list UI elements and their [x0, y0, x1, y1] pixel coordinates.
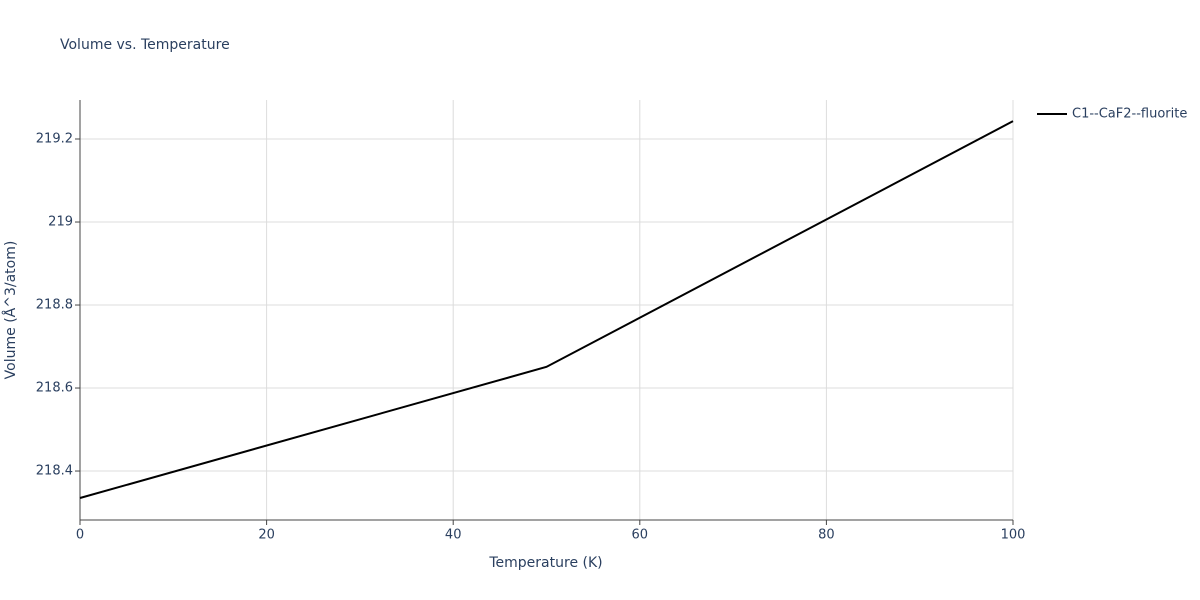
y-axis-label: Volume (Å^3/atom) — [2, 241, 19, 380]
y-tick-label: 218.6 — [36, 381, 73, 396]
x-tick-label: 80 — [818, 528, 835, 543]
y-tick-label: 218.4 — [36, 464, 73, 479]
x-tick-label: 100 — [1001, 528, 1026, 543]
y-tick-label: 219 — [48, 215, 73, 230]
y-tick-label: 218.8 — [36, 298, 73, 313]
data-line — [79, 120, 1014, 499]
legend-label: C1--CaF2--fluorite — [1072, 107, 1187, 122]
x-tick-label: 60 — [632, 528, 649, 543]
x-tick-label: 20 — [258, 528, 275, 543]
x-tick-label: 0 — [76, 528, 84, 543]
x-tick-label: 40 — [445, 528, 462, 543]
y-tick-label: 219.2 — [36, 132, 73, 147]
x-axis-label: Temperature (K) — [488, 555, 602, 571]
chart-title: Volume vs. Temperature — [60, 37, 230, 53]
